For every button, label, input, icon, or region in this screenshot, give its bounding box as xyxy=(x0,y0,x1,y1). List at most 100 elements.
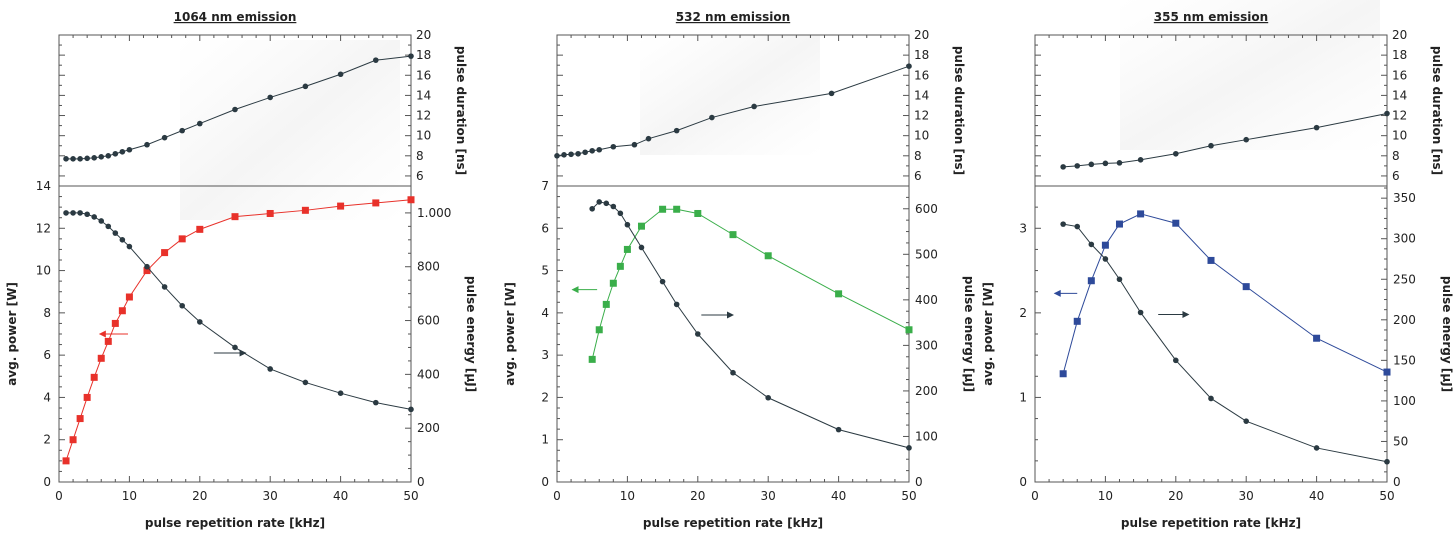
top-right-tick-label: 16 xyxy=(1392,68,1407,82)
top-y-axis-label: pulse duration [ns] xyxy=(952,46,966,175)
right-tick-label: 600 xyxy=(915,202,938,216)
duration-point xyxy=(828,90,835,97)
top-right-tick-label: 12 xyxy=(914,109,929,123)
right-tick-label: 300 xyxy=(1393,232,1416,246)
top-right-tick-label: 10 xyxy=(416,129,431,143)
power-point xyxy=(104,337,112,345)
duration-point xyxy=(1074,163,1081,169)
duration-point xyxy=(302,83,309,90)
energy-point xyxy=(589,205,595,212)
duration-point xyxy=(408,53,414,59)
power-point xyxy=(125,293,133,301)
energy-point xyxy=(765,394,771,401)
axis-arrow-left xyxy=(98,330,128,338)
energy-point xyxy=(1088,241,1095,248)
right-tick-label: 100 xyxy=(1393,394,1416,408)
duration-point xyxy=(119,148,126,155)
duration-point xyxy=(554,153,560,159)
top-right-tick-label: 8 xyxy=(416,149,424,163)
x-axis-label: pulse repetition rate [kHz] xyxy=(643,516,823,530)
power-series-line xyxy=(65,199,412,462)
power-point xyxy=(1073,317,1081,325)
power-point xyxy=(111,319,119,327)
power-point xyxy=(337,202,345,210)
axis-arrow-left xyxy=(1053,289,1078,297)
duration-point xyxy=(105,153,112,159)
left-tick-label: 6 xyxy=(541,221,549,235)
energy-point xyxy=(638,244,645,251)
left-tick-label: 2 xyxy=(1019,306,1027,320)
right-tick-label: 400 xyxy=(417,367,440,381)
power-series-line xyxy=(1062,213,1388,374)
power-point xyxy=(143,267,151,275)
energy-point xyxy=(673,301,680,308)
left-tick-label: 14 xyxy=(36,179,51,193)
energy-point xyxy=(624,221,631,228)
background-watermark xyxy=(180,0,1380,220)
left-y-axis-label: avg. power [W] xyxy=(503,282,517,386)
energy-point xyxy=(197,319,203,325)
top-right-tick-label: 10 xyxy=(1392,129,1407,143)
duration-point xyxy=(144,141,150,148)
top-right-tick-label: 16 xyxy=(416,68,431,82)
right-tick-label: 0 xyxy=(915,475,923,489)
right-tick-label: 400 xyxy=(915,293,938,307)
right-tick-label: 500 xyxy=(915,247,938,261)
duration-point xyxy=(161,134,168,141)
power-point xyxy=(764,252,772,260)
right-tick-label: 600 xyxy=(417,314,440,328)
x-tick-label: 0 xyxy=(553,489,561,503)
power-point xyxy=(301,206,309,214)
energy-series-line xyxy=(591,201,910,449)
duration-point xyxy=(373,57,379,63)
power-point xyxy=(161,249,169,257)
x-tick-label: 50 xyxy=(1379,489,1394,503)
energy-point xyxy=(408,406,414,413)
duration-point xyxy=(575,150,581,157)
power-point xyxy=(835,290,843,298)
energy-point xyxy=(98,218,105,224)
left-tick-label: 5 xyxy=(541,264,549,278)
duration-point xyxy=(751,103,757,110)
power-point xyxy=(637,222,645,230)
energy-point xyxy=(179,302,185,309)
energy-point xyxy=(1137,309,1144,316)
top-right-tick-label: 16 xyxy=(914,68,929,82)
right-y-axis-label: pulse energy [µJ] xyxy=(1440,276,1454,392)
energy-point xyxy=(835,426,842,433)
energy-point xyxy=(70,210,76,216)
energy-point xyxy=(337,390,344,397)
energy-point xyxy=(232,344,238,351)
power-point xyxy=(118,307,126,315)
energy-point xyxy=(659,278,666,285)
x-tick-label: 30 xyxy=(1239,489,1254,503)
top-right-tick-label: 6 xyxy=(914,169,922,183)
energy-point xyxy=(267,366,274,372)
bottom-plot-frame xyxy=(1034,185,1388,483)
left-tick-label: 2 xyxy=(541,390,549,404)
top-right-tick-label: 20 xyxy=(1392,28,1407,42)
duration-point xyxy=(337,71,344,78)
energy-point xyxy=(84,211,90,218)
right-tick-label: 1.000 xyxy=(417,206,451,220)
right-tick-label: 300 xyxy=(915,338,938,352)
duration-point xyxy=(1243,136,1249,143)
left-tick-label: 4 xyxy=(43,390,51,404)
duration-point xyxy=(631,141,638,148)
duration-point xyxy=(589,147,595,154)
power-point xyxy=(62,457,70,465)
power-point xyxy=(1115,220,1123,228)
power-point xyxy=(1087,277,1095,285)
left-y-axis-label: avg. power [W] xyxy=(5,282,19,386)
duration-point xyxy=(179,127,185,134)
duration-point xyxy=(582,149,588,156)
x-tick-label: 10 xyxy=(122,489,137,503)
power-point xyxy=(1137,210,1145,218)
duration-point xyxy=(197,120,203,127)
top-right-tick-label: 8 xyxy=(914,149,922,163)
duration-point xyxy=(1060,164,1066,170)
left-tick-label: 1 xyxy=(541,433,549,447)
energy-point xyxy=(1208,395,1214,402)
